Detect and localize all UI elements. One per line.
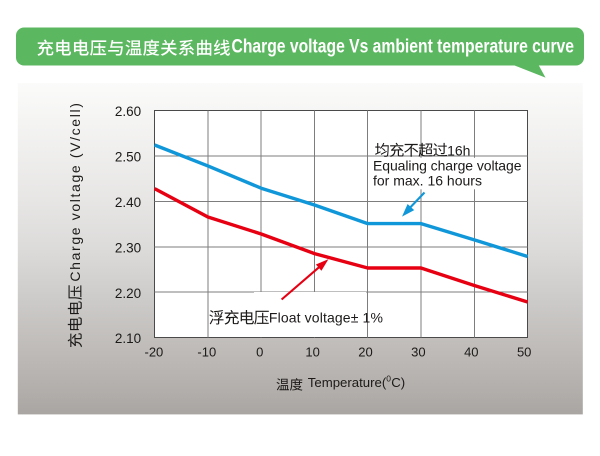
svg-text:16h: 16h bbox=[447, 142, 470, 158]
svg-text:Equaling charge voltage: Equaling charge voltage bbox=[373, 157, 522, 173]
svg-text:C): C) bbox=[391, 375, 405, 390]
svg-text:2.30: 2.30 bbox=[115, 240, 141, 255]
svg-text:20: 20 bbox=[358, 345, 372, 360]
svg-text:2.10: 2.10 bbox=[115, 331, 141, 346]
svg-text:0: 0 bbox=[256, 345, 263, 360]
svg-text:30: 30 bbox=[411, 345, 425, 360]
svg-text:2.40: 2.40 bbox=[115, 195, 141, 210]
svg-text:Temperature(: Temperature( bbox=[308, 375, 387, 390]
svg-text:Charge voltage Vs ambient temp: Charge voltage Vs ambient temperature cu… bbox=[232, 37, 575, 58]
svg-text:40: 40 bbox=[464, 345, 478, 360]
svg-text:0: 0 bbox=[386, 374, 391, 384]
svg-text:2.50: 2.50 bbox=[115, 150, 141, 165]
svg-text:-20: -20 bbox=[145, 345, 164, 360]
svg-text:50: 50 bbox=[517, 345, 531, 360]
svg-text:Float voltage± 1%: Float voltage± 1% bbox=[269, 310, 383, 326]
svg-text:2.60: 2.60 bbox=[115, 104, 141, 119]
svg-text:for max. 16 hours: for max. 16 hours bbox=[373, 172, 482, 188]
svg-text:Charge voltage (V/cell): Charge voltage (V/cell) bbox=[67, 103, 83, 282]
svg-text:2.20: 2.20 bbox=[115, 286, 141, 301]
svg-text:10: 10 bbox=[305, 345, 319, 360]
svg-text:-10: -10 bbox=[197, 345, 216, 360]
